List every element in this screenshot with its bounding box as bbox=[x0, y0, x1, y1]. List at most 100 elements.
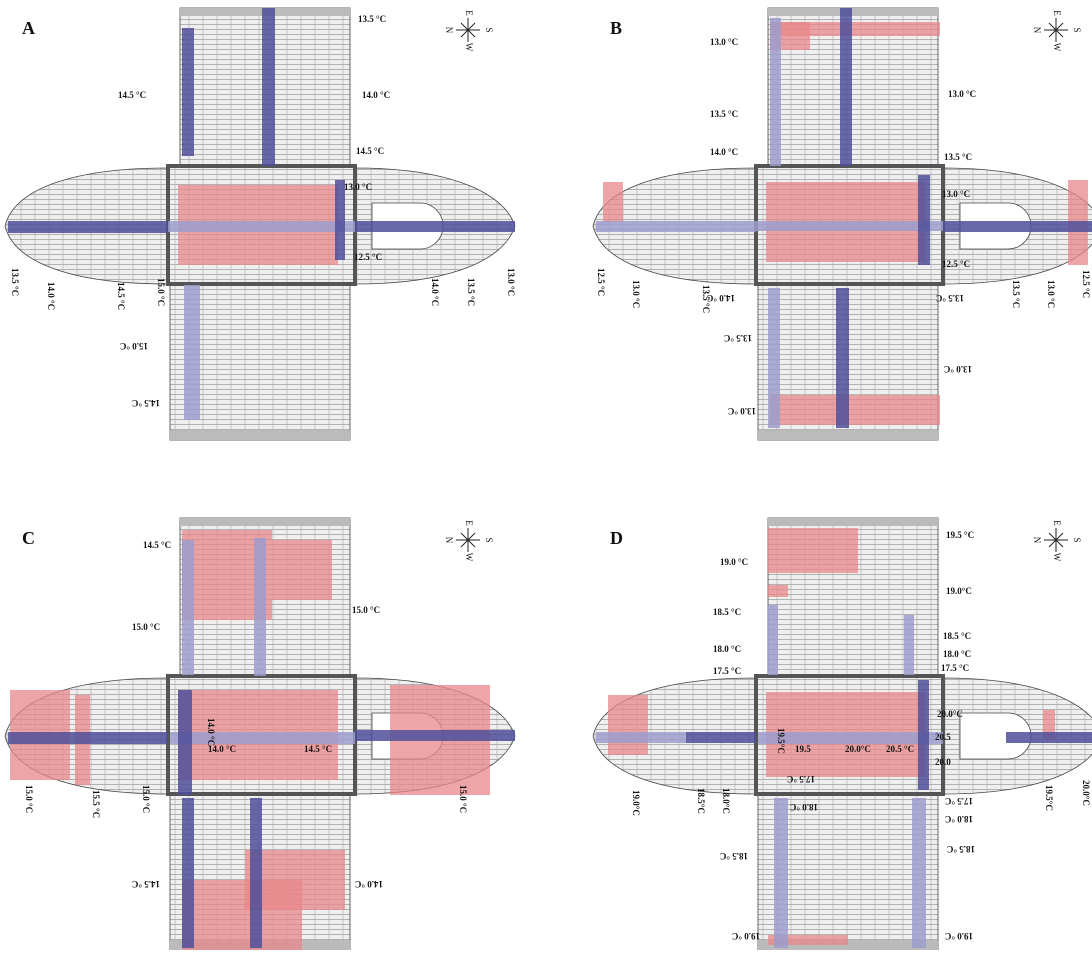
temperature-label: 20.0°C bbox=[845, 744, 871, 754]
compass-south: S bbox=[484, 537, 494, 542]
temperature-label: 14.0 °C bbox=[208, 744, 236, 754]
transect-bar bbox=[768, 605, 778, 675]
temperature-label: 12.5 °C bbox=[596, 268, 606, 296]
heat-region bbox=[608, 695, 648, 755]
temperature-label: 18.0 °C bbox=[713, 644, 741, 654]
temperature-label: 13.5 °C bbox=[936, 293, 964, 303]
page: {"panels": [ {"label": "A", "compass": {… bbox=[0, 0, 1092, 950]
temperature-label: 19.5°C bbox=[1044, 785, 1054, 811]
temperature-label: 20.0 bbox=[935, 757, 951, 767]
upper-edge bbox=[180, 518, 350, 526]
transect-bar bbox=[756, 221, 943, 231]
transect-bar bbox=[770, 18, 781, 166]
compass-south: S bbox=[1072, 27, 1082, 32]
temperature-label: 14.5 °C bbox=[132, 398, 160, 408]
temperature-label: 14.5 °C bbox=[118, 90, 146, 100]
transect-bar bbox=[768, 288, 780, 428]
temperature-label: 14.5 °C bbox=[304, 744, 332, 754]
temperature-label: 17.5 °C bbox=[941, 663, 969, 673]
temperature-label: 15.0 °C bbox=[352, 605, 380, 615]
compass-south: S bbox=[1072, 537, 1082, 542]
temperature-label: 13.0 °C bbox=[710, 37, 738, 47]
temperature-label: 18.0°C bbox=[721, 788, 731, 814]
panel-label: B bbox=[610, 18, 622, 38]
transect-bar bbox=[686, 732, 756, 743]
temperature-label: 12.5 °C bbox=[942, 259, 970, 269]
compass-north: N bbox=[1032, 537, 1042, 544]
temperature-label: 19.5 °C bbox=[946, 530, 974, 540]
transect-bar bbox=[250, 798, 262, 948]
temperature-label: 19.0°C bbox=[631, 790, 641, 816]
transect-bar bbox=[596, 221, 756, 232]
temperature-label: 18.5 °C bbox=[947, 844, 975, 854]
temperature-label: 15.0 °C bbox=[132, 622, 160, 632]
temperature-label: 17.5 °C bbox=[713, 666, 741, 676]
temperature-label: 17.5 °C bbox=[945, 796, 973, 806]
temperature-label: 13.5 °C bbox=[466, 278, 476, 306]
temperature-label: 19.0 °C bbox=[720, 557, 748, 567]
temperature-label: 17.5 °C bbox=[787, 774, 815, 784]
temperature-label: 14.5 °C bbox=[132, 879, 160, 889]
transect-bar bbox=[355, 730, 515, 741]
compass: NSEW bbox=[444, 10, 494, 52]
temperature-label: 18.0 °C bbox=[790, 802, 818, 812]
temperature-label: 14.5 °C bbox=[116, 282, 126, 310]
temperature-label: 15.5 °C bbox=[91, 790, 101, 818]
compass-west: W bbox=[1052, 553, 1062, 562]
compass-east: E bbox=[1052, 520, 1062, 526]
temperature-label: 13.0 °C bbox=[948, 89, 976, 99]
upper-edge bbox=[768, 518, 938, 526]
temperature-label: 13.0 °C bbox=[344, 182, 372, 192]
compass-west: W bbox=[1052, 43, 1062, 52]
panel: B N S E W bbox=[593, 8, 1092, 440]
heat-region bbox=[768, 528, 858, 573]
transect-bar bbox=[8, 221, 168, 233]
panel: ANSEW bbox=[5, 8, 515, 440]
temperature-label: 20.0°C bbox=[1081, 780, 1091, 806]
temperature-label: 14.0 °C bbox=[710, 147, 738, 157]
temperature-label: 13.0 °C bbox=[728, 406, 756, 416]
temperature-label: 13.5 °C bbox=[944, 152, 972, 162]
transect-bar bbox=[918, 175, 930, 265]
temperature-label: 14.0 °C bbox=[362, 90, 390, 100]
temperature-label: 13.5 °C bbox=[724, 333, 752, 343]
transect-bar bbox=[904, 615, 914, 675]
temperature-label: 20.0°C bbox=[937, 709, 963, 719]
temperature-label: 20.5 °C bbox=[886, 744, 914, 754]
compass-north: N bbox=[1032, 27, 1042, 34]
transect-bar bbox=[168, 221, 355, 232]
transect-bar bbox=[184, 285, 200, 420]
compass-south: S bbox=[484, 27, 494, 32]
temperature-label: 18.0 °C bbox=[945, 814, 973, 824]
temperature-label: 13.5 °C bbox=[358, 14, 386, 24]
heat-region bbox=[182, 880, 302, 950]
temperature-label: 18.5°C bbox=[696, 788, 706, 814]
compass-west: W bbox=[464, 553, 474, 562]
temperature-label: 18.5 °C bbox=[713, 607, 741, 617]
transect-bar bbox=[170, 732, 355, 744]
transect-bar bbox=[8, 732, 168, 744]
temperature-label: 13.5 °C bbox=[10, 268, 20, 296]
transect-bar bbox=[918, 680, 929, 790]
compass-east: E bbox=[464, 10, 474, 16]
compass: N S E W bbox=[1032, 520, 1082, 562]
compass: N S E W bbox=[1032, 10, 1082, 52]
transect-bar bbox=[254, 538, 266, 676]
temperature-label: 19.5 bbox=[795, 744, 811, 754]
temperature-label: 12.5 °C bbox=[1081, 270, 1091, 298]
compass-east: E bbox=[1052, 10, 1062, 16]
heat-region bbox=[770, 395, 940, 425]
compass: NSEW bbox=[444, 520, 494, 562]
transect-bar bbox=[840, 8, 852, 166]
transect-bar bbox=[182, 540, 194, 675]
temperature-label: 13.5 °C bbox=[710, 109, 738, 119]
temperature-label: 12.5 °C bbox=[354, 252, 382, 262]
temperature-label: 20.5 bbox=[935, 732, 951, 742]
temperature-label: 14.0 °C bbox=[206, 718, 216, 746]
transect-bar bbox=[182, 798, 194, 948]
panel-label: A bbox=[22, 18, 35, 38]
transect-bar bbox=[943, 221, 1092, 232]
transect-bar bbox=[1006, 732, 1092, 743]
